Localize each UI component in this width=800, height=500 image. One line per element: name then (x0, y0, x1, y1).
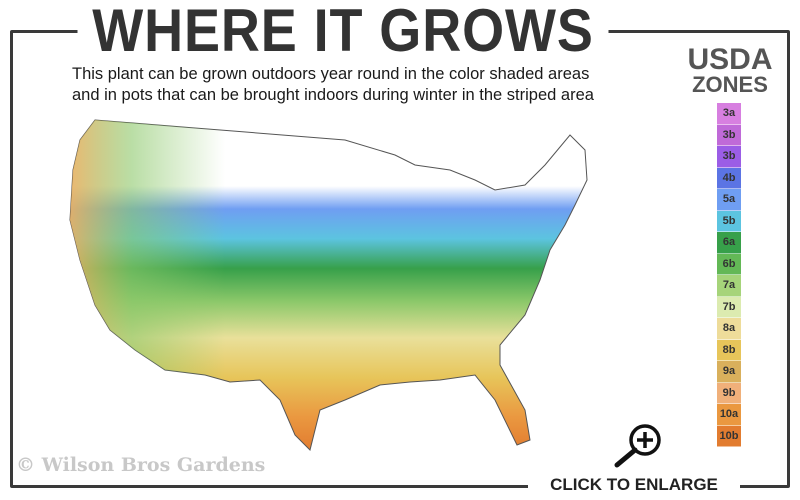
legend-zone-6a: 6a (717, 232, 741, 254)
usda-zone-map[interactable] (55, 110, 615, 460)
legend-zone-8b: 8b (717, 339, 741, 361)
legend-zone-10a: 10a (717, 404, 741, 426)
click-to-enlarge-button[interactable]: CLICK TO ENLARGE (528, 474, 740, 496)
legend-title-line: ZONES (692, 72, 768, 97)
legend-zone-5a: 5a (717, 189, 741, 211)
legend-zone-8a: 8a (717, 318, 741, 340)
legend-zone-9b: 9b (717, 382, 741, 404)
zone-legend: 3a 3b 3b 4b 5a 5b 6a 6b 7a 7b 8a 8b 9a 9b 10a 10b (717, 103, 741, 447)
legend-zone-9a: 9a (717, 361, 741, 383)
legend-zone-6b: 6b (717, 253, 741, 275)
legend-zone-3a: 3a (717, 103, 741, 125)
subtitle-line: This plant can be grown outdoors year ro… (72, 65, 590, 83)
legend-zone-7b: 7b (717, 296, 741, 318)
magnifier-plus-icon[interactable] (605, 420, 665, 470)
page-title: WHERE IT GROWS (77, 0, 609, 62)
legend-title: USDA ZONES (680, 43, 780, 97)
subtitle-line: and in pots that can be brought indoors … (72, 86, 594, 104)
legend-zone-4b: 4b (717, 167, 741, 189)
legend-zone-3b: 3b (717, 146, 741, 168)
legend-zone-7a: 7a (717, 275, 741, 297)
legend-zone-10b: 10b (717, 425, 741, 447)
legend-zone-3b: 3b (717, 124, 741, 146)
us-map-shape (69, 119, 588, 451)
copyright-watermark: © Wilson Bros Gardens (16, 454, 266, 476)
subtitle: This plant can be grown outdoors year ro… (72, 64, 632, 106)
legend-zone-5b: 5b (717, 210, 741, 232)
legend-title-line: USDA (687, 43, 773, 76)
